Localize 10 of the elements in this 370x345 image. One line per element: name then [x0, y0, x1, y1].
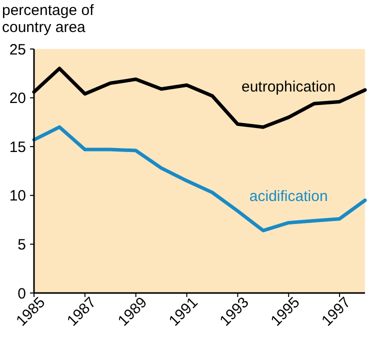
series-label: acidification — [249, 188, 328, 206]
y-tick-label: 15 — [9, 138, 26, 156]
y-tick-label: 0 — [18, 285, 26, 302]
y-axis-title: percentage of country area — [2, 2, 95, 36]
line-series — [32, 125, 367, 232]
y-tick-label: 20 — [9, 90, 26, 108]
series-label: eutrophication — [242, 78, 336, 96]
y-tick-label: 10 — [9, 188, 26, 205]
y-tick-label: 5 — [18, 236, 26, 254]
y-tick-label: 25 — [9, 41, 26, 58]
